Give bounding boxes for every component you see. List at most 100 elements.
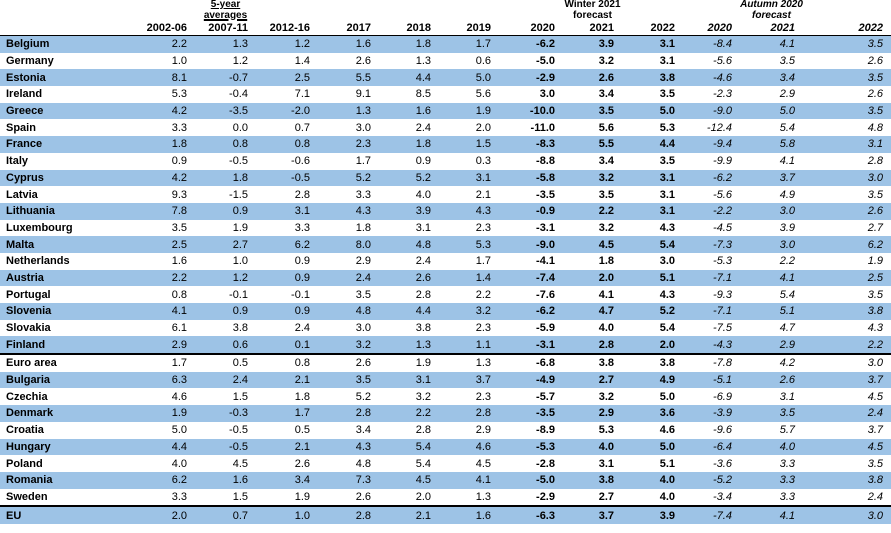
value-cell: 5.3 bbox=[171, 88, 187, 101]
value-cell: 2.2 bbox=[475, 288, 491, 301]
value-cell: 2.2 bbox=[803, 336, 891, 355]
value-cell: 3.1 bbox=[439, 169, 499, 187]
value-cell: 5.0 bbox=[439, 69, 499, 87]
value-cell: 3.3 bbox=[779, 457, 795, 470]
value-cell: 0.5 bbox=[294, 424, 310, 437]
value-cell: -7.8 bbox=[683, 353, 740, 372]
value-cell: 1.2 bbox=[195, 269, 256, 287]
value-cell: 3.0 bbox=[355, 121, 371, 134]
value-cell: 1.3 bbox=[195, 35, 256, 53]
value-cell: 3.8 bbox=[803, 471, 891, 489]
value-cell: 0.6 bbox=[195, 336, 256, 355]
country-name: Latvia bbox=[6, 188, 38, 201]
value-cell: 3.0 bbox=[355, 322, 371, 335]
value-cell: 1.9 bbox=[294, 490, 310, 503]
value-cell: 4.6 bbox=[659, 424, 675, 437]
value-cell: 2.5 bbox=[256, 69, 318, 87]
country-name: France bbox=[0, 136, 131, 153]
table-row: Latvia 9.3 -1.5 2.8 3.3 4.0 2.1 -3.5 3.5 3.1 -5.6 4… bbox=[0, 186, 891, 203]
value-cell: -7.4 bbox=[499, 269, 563, 287]
value-cell: 3.7 bbox=[563, 505, 622, 524]
value-cell: 1.1 bbox=[439, 336, 499, 355]
table-row: Sweden 3.3 1.5 1.9 2.6 2.0 1.3 -2.9 2.7 4.0 -3.4 3.… bbox=[0, 489, 891, 507]
value-cell: -7.5 bbox=[713, 322, 732, 335]
value-cell: 0.8 bbox=[195, 136, 256, 153]
table-row: Czechia 4.6 1.5 1.8 5.2 3.2 2.3 -5.7 3.2 5.0 -6.9 3… bbox=[0, 388, 891, 405]
country-name: Lithuania bbox=[0, 202, 131, 220]
value-cell: 1.8 bbox=[131, 136, 195, 153]
value-cell: 3.9 bbox=[779, 221, 795, 234]
column-header-8: 2022 bbox=[622, 22, 683, 36]
table-row: Finland 2.9 0.6 0.1 3.2 1.3 1.1 -3.1 2.8 2.0 -4.3 2… bbox=[0, 336, 891, 355]
value-cell: -7.6 bbox=[536, 288, 555, 301]
country-name: Czechia bbox=[6, 390, 48, 403]
value-cell: 3.1 bbox=[622, 35, 683, 53]
value-cell: -10.0 bbox=[499, 102, 563, 120]
value-cell: -9.0 bbox=[499, 236, 563, 253]
value-cell: 3.5 bbox=[318, 371, 379, 389]
country-name: Portugal bbox=[6, 288, 51, 301]
value-cell: 2.9 bbox=[131, 336, 195, 355]
value-cell: -2.9 bbox=[536, 490, 555, 503]
value-cell: 5.1 bbox=[659, 457, 675, 470]
value-cell: 1.2 bbox=[256, 35, 318, 53]
value-cell: 6.1 bbox=[171, 322, 187, 335]
value-cell: 2.3 bbox=[475, 390, 491, 403]
table-row: Croatia 5.0 -0.5 0.5 3.4 2.8 2.9 -8.9 5.3 4.6 -9.6… bbox=[0, 422, 891, 439]
value-cell: 1.7 bbox=[439, 35, 499, 53]
value-cell: 2.4 bbox=[415, 121, 431, 134]
value-cell: -9.4 bbox=[683, 136, 740, 153]
autumn-header-line2: forecast bbox=[752, 9, 791, 21]
value-cell: 0.5 bbox=[195, 353, 256, 372]
country-name: Cyprus bbox=[0, 169, 131, 187]
value-cell: 2.9 bbox=[563, 405, 622, 422]
value-cell: 3.2 bbox=[598, 55, 614, 68]
value-cell: -5.0 bbox=[536, 55, 555, 68]
country-name: Euro area bbox=[0, 353, 131, 372]
value-cell: 4.1 bbox=[740, 269, 803, 287]
value-cell: -0.4 bbox=[229, 88, 248, 101]
value-cell: 1.2 bbox=[232, 55, 248, 68]
value-cell: 4.3 bbox=[659, 288, 675, 301]
value-cell: 1.6 bbox=[171, 255, 187, 268]
value-cell: 4.2 bbox=[131, 169, 195, 187]
value-cell: 3.9 bbox=[379, 202, 439, 220]
value-cell: -3.1 bbox=[536, 221, 555, 234]
value-cell: -9.3 bbox=[713, 288, 732, 301]
value-cell: 2.5 bbox=[131, 236, 195, 253]
value-cell: 4.0 bbox=[563, 438, 622, 456]
table-row: Cyprus 4.2 1.8 -0.5 5.2 5.2 3.1 -5.8 3.2 3.1 -6.2 3… bbox=[0, 169, 891, 187]
value-cell: 2.4 bbox=[294, 322, 310, 335]
value-cell: 3.5 bbox=[803, 35, 891, 53]
column-header-9: 2020 bbox=[683, 22, 740, 36]
value-cell: 4.0 bbox=[740, 438, 803, 456]
value-cell: 7.3 bbox=[318, 471, 379, 489]
value-cell: 0.8 bbox=[256, 136, 318, 153]
value-cell: -6.8 bbox=[499, 353, 563, 372]
value-cell: -6.9 bbox=[713, 390, 732, 403]
value-cell: 1.7 bbox=[355, 155, 371, 168]
value-cell: 5.0 bbox=[622, 102, 683, 120]
value-cell: 5.3 bbox=[439, 236, 499, 253]
table-row: Luxembourg 3.5 1.9 3.3 1.8 3.1 2.3 -3.1 3.2 4.3 -4… bbox=[0, 220, 891, 237]
country-name: Greece bbox=[0, 102, 131, 120]
value-cell: -6.3 bbox=[499, 505, 563, 524]
value-cell: 4.2 bbox=[131, 102, 195, 120]
table-row: Greece 4.2 -3.5 -2.0 1.3 1.6 1.9 -10.0 3.5 5.0 -9.… bbox=[0, 102, 891, 120]
value-cell: 4.5 bbox=[803, 438, 891, 456]
value-cell: 3.2 bbox=[439, 303, 499, 320]
value-cell: 3.5 bbox=[867, 288, 883, 301]
value-cell: 2.8 bbox=[318, 405, 379, 422]
table-row: Romania 6.2 1.6 3.4 7.3 4.5 4.1 -5.0 3.8 4.0 -5.2 3… bbox=[0, 471, 891, 489]
country-name: Slovenia bbox=[0, 303, 131, 320]
value-cell: 4.0 bbox=[622, 471, 683, 489]
value-cell: 2.1 bbox=[475, 188, 491, 201]
value-cell: 2.8 bbox=[415, 288, 431, 301]
value-cell: 5.4 bbox=[779, 288, 795, 301]
table-row: Italy 0.9 -0.5 -0.6 1.7 0.9 0.3 -8.8 3.4 3.5 -9.9 4… bbox=[0, 153, 891, 170]
value-cell: 3.0 bbox=[740, 202, 803, 220]
value-cell: 4.6 bbox=[171, 390, 187, 403]
value-cell: 2.4 bbox=[415, 255, 431, 268]
value-cell: 3.0 bbox=[539, 88, 555, 101]
